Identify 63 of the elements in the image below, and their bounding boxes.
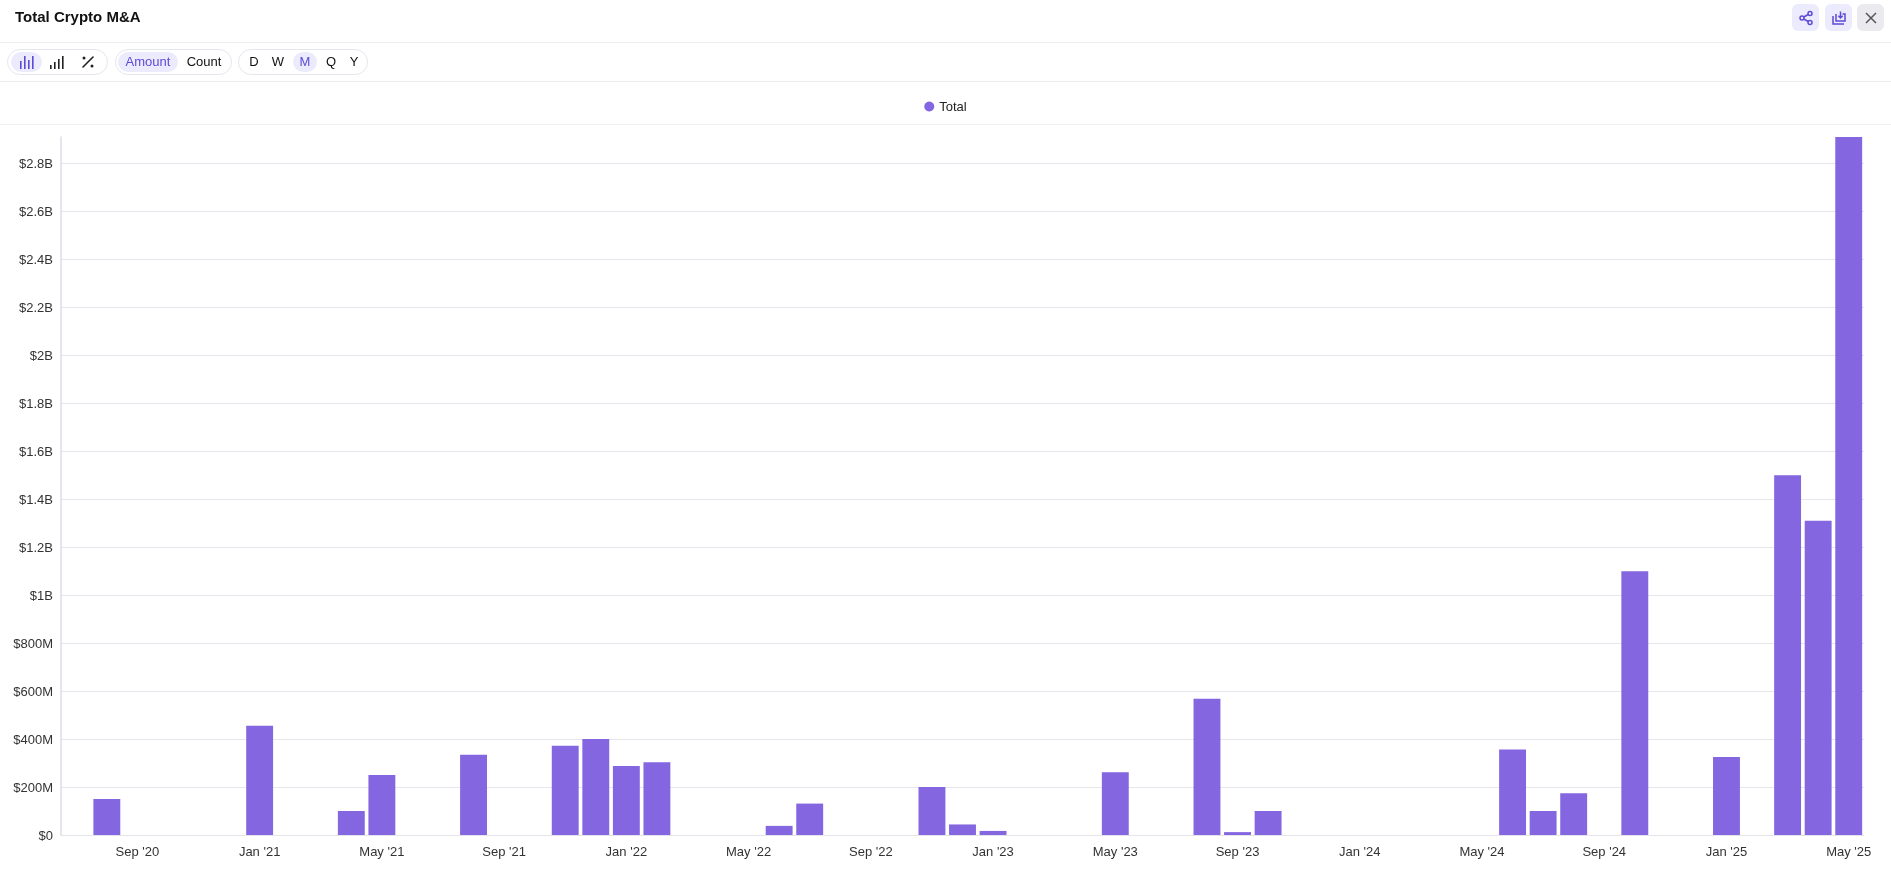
x-tick-label: Sep '21 [482,844,526,859]
bar [582,739,610,835]
text: Q [324,53,338,71]
bar [460,754,487,835]
bar [1193,698,1221,835]
bar [1774,475,1802,835]
text: Y [348,53,360,71]
x-tick-label: Jan '24 [1339,844,1381,859]
bar [765,825,793,835]
y-tick-label: $1.8B [19,395,53,411]
y-tick-label: $200M [13,779,53,795]
bar [918,787,946,835]
bar [337,811,365,835]
bar [551,745,579,835]
bar [368,775,396,835]
bar [1101,772,1129,835]
x-tick-label: May '22 [726,844,772,859]
y-tick-label: $1.4B [19,491,53,507]
y-tick-label: $0 [38,827,53,843]
y-tick-label: $2B [29,347,53,363]
y-tick-label: $2.8B [19,155,53,171]
x-tick-label: Sep '20 [115,844,160,859]
bar [1835,137,1863,835]
chart-title: Total Crypto M&A [15,8,141,25]
y-tick-label: $400M [13,731,53,747]
bar [1804,520,1832,835]
x-tick-label: Sep '23 [1215,844,1260,859]
bar [979,830,1007,835]
bar [1224,832,1251,835]
bar [246,725,274,835]
x-tick-label: May '21 [359,844,405,859]
text: D [248,53,260,71]
x-tick-label: Jan '25 [1705,844,1748,859]
legend-label: Total [939,99,967,114]
y-tick-label: $1B [29,587,53,603]
y-tick-label: $2.6B [19,203,53,219]
bar [1713,757,1740,835]
x-tick-label: Jan '23 [972,844,1014,859]
bar [949,824,976,835]
bar [1499,749,1527,835]
bar [643,762,671,835]
bar [612,765,640,835]
x-tick-label: May '25 [1826,844,1872,859]
bar [1529,811,1557,835]
y-tick-label: $1.2B [19,539,53,555]
y-tick-label: $2.4B [19,251,53,267]
text: Count [185,53,223,71]
x-tick-label: Sep '22 [848,844,893,859]
x-tick-label: Jan '22 [605,844,648,859]
text: W [270,53,286,71]
x-tick-label: May '24 [1459,844,1505,859]
y-tick-label: $600M [13,683,53,699]
y-tick-label: $2.2B [19,299,53,315]
x-tick-label: Sep '24 [1582,844,1627,859]
y-tick-label: $800M [13,635,53,651]
bar [1560,793,1588,835]
y-tick-label: $1.6B [19,443,53,459]
bar [796,803,824,835]
x-tick-label: May '23 [1092,844,1138,859]
bar [1621,571,1649,835]
bar [93,799,121,835]
bar [1254,811,1282,835]
x-tick-label: Jan '21 [238,844,281,859]
